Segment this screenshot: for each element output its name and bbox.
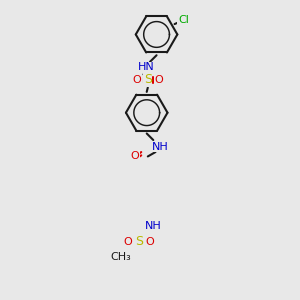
Text: O: O: [133, 75, 141, 85]
Text: NH: NH: [145, 221, 162, 232]
Text: S: S: [144, 74, 152, 86]
Text: O: O: [146, 237, 154, 247]
Text: O: O: [124, 237, 133, 247]
Text: Cl: Cl: [178, 15, 189, 25]
Text: O: O: [154, 75, 163, 85]
Text: S: S: [135, 235, 143, 248]
Text: NH: NH: [152, 142, 168, 152]
Text: CH₃: CH₃: [110, 252, 131, 262]
Text: HN: HN: [138, 62, 155, 72]
Text: O: O: [130, 152, 139, 161]
